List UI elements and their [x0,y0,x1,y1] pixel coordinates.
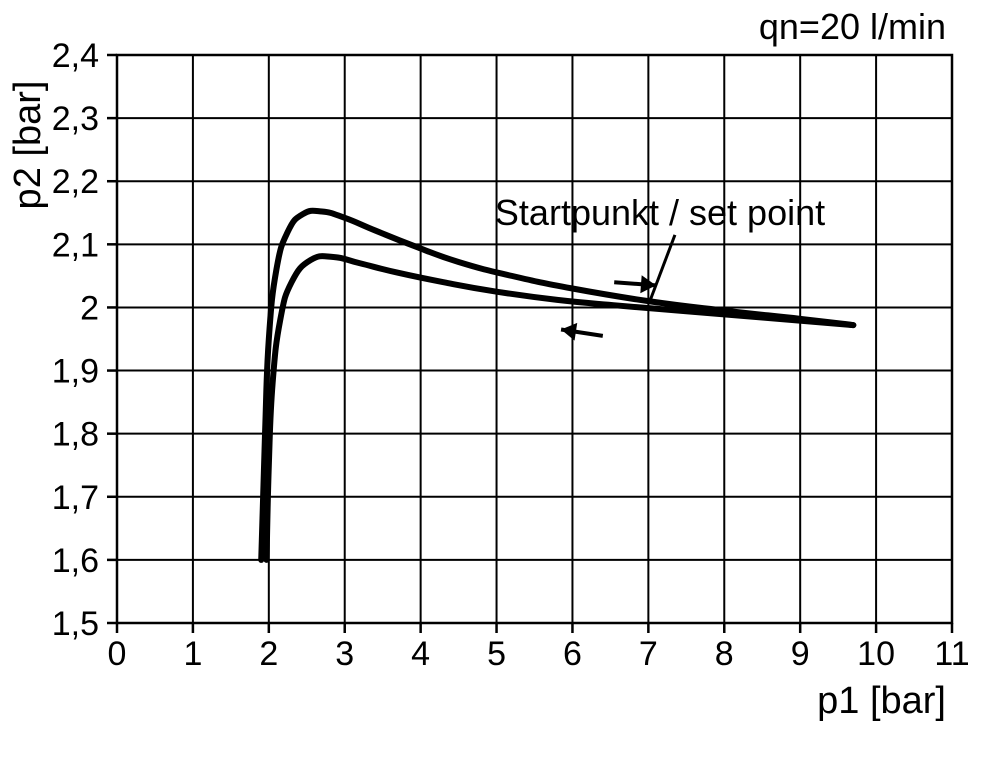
y-tick-label: 1,5 [52,605,99,643]
chart-svg: 0 1 2 3 4 5 6 7 8 9 10 11 1,5 1,6 1,7 1,8 1,9 2 2,1 2,2 2,3 2… [0,0,1000,764]
y-tick-label: 2,1 [52,226,99,264]
x-tick-label: 8 [715,635,734,673]
flow-rate-annotation: qn=20 l/min [759,6,946,47]
x-tick-label: 1 [183,635,202,673]
y-tick-label: 1,8 [52,416,99,454]
y-tick-label: 2,3 [52,100,99,138]
x-tick-label: 2 [259,635,278,673]
y-tick-label: 1,7 [52,479,99,517]
y-axis-title: p2 [bar] [7,81,49,210]
x-tick-label: 9 [791,635,810,673]
x-tick-label: 10 [857,635,895,673]
set-point-label: Startpunkt / set point [495,192,825,233]
y-tick-label: 1,9 [52,353,99,391]
x-tick-label: 5 [487,635,506,673]
pressure-characteristic-chart: 0 1 2 3 4 5 6 7 8 9 10 11 1,5 1,6 1,7 1,8 1,9 2 2,1 2,2 2,3 2… [0,0,1000,764]
x-tick-label: 7 [639,635,658,673]
y-tick-label: 2,2 [52,163,99,201]
x-tick-label: 4 [411,635,430,673]
y-tick-label: 2,4 [52,37,99,75]
x-tick-label: 3 [335,635,354,673]
y-tick-label: 2 [80,289,99,327]
x-tick-label: 6 [563,635,582,673]
x-axis-title: p1 [bar] [817,680,946,722]
x-tick-label: 11 [934,635,969,673]
y-tick-label: 1,6 [52,542,99,580]
x-tick-label: 0 [108,635,127,673]
